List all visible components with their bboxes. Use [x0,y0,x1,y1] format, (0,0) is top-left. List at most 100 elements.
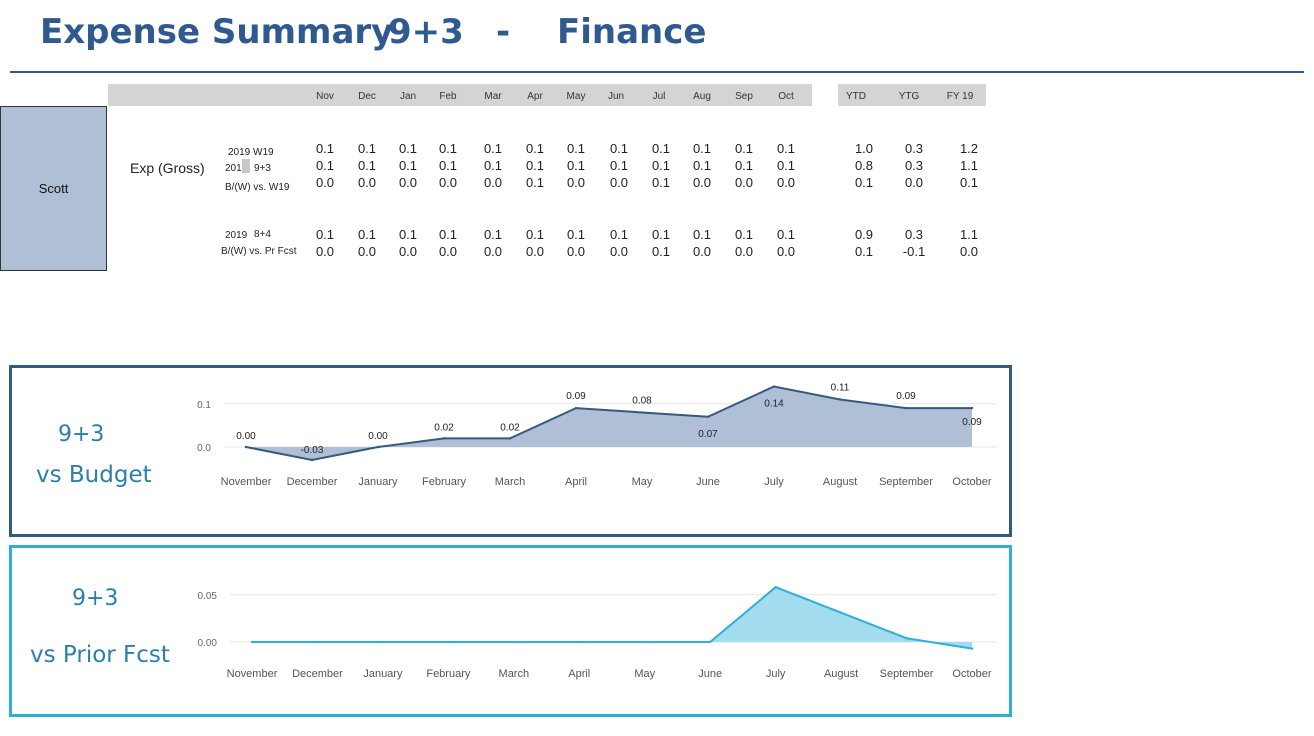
table-cell: 0.1 [438,227,458,242]
table-cell: 0.1 [734,141,754,156]
table-cell: 0.1 [609,227,629,242]
table-cell: 0.0 [692,175,712,190]
budget-panel [9,365,1012,537]
table-cell: 0.0 [398,175,418,190]
x-tick-label: May [632,476,653,488]
metric-label: Exp (Gross) [130,160,205,176]
total-cell: 0.8 [854,158,874,173]
data-point [643,640,646,644]
total-cell: 0.9 [854,227,874,242]
totals-header-bar [838,84,986,106]
y-tick-label: 0.00 [198,638,218,649]
table-cell: 0.1 [692,227,712,242]
prior-forecast-panel [9,545,1012,717]
table-cell: 0.1 [315,141,335,156]
month-header: Apr [527,91,543,102]
data-point [376,445,380,449]
data-point [442,437,446,440]
table-cell: 0.1 [692,158,712,173]
x-tick-label: April [565,476,587,488]
person-box: Scott [0,106,107,271]
data-point [381,640,385,644]
data-point [512,640,516,644]
x-tick-label: January [363,668,403,680]
total-cell: 0.1 [854,244,874,259]
data-point [250,640,254,644]
data-point [508,437,512,440]
table-cell: 0.0 [315,175,335,190]
prior-version-label: 9+3 [72,586,119,611]
title-divider [10,71,1304,73]
month-header: Jul [652,91,666,102]
table-cell: 0.0 [734,175,754,190]
data-point [838,398,842,401]
table-cell: 0.0 [692,244,712,259]
budget-caption: vs Budget [36,462,152,488]
series-area [252,587,972,649]
x-tick-label: March [495,476,526,488]
table-cell: 0.1 [357,227,377,242]
table-cell: 0.0 [315,244,335,259]
x-tick-label: August [824,668,858,680]
x-tick-label: December [287,476,338,488]
table-cell: 0.1 [776,141,796,156]
data-point [904,406,908,410]
data-point [578,640,581,644]
month-header: Aug [693,91,711,102]
page-title: Expense Summary [40,12,394,52]
row-label-version: 8+4 [254,229,271,240]
x-tick-label: July [764,476,784,488]
data-label: -0.03 [301,445,324,456]
table-cell: 0.1 [438,158,458,173]
x-tick-label: February [426,668,471,680]
data-point [839,611,843,614]
table-cell: 0.1 [483,141,503,156]
table-cell: 0.0 [525,244,545,259]
totals-header: YTG [898,91,920,102]
data-label: 0.11 [831,382,850,393]
totals-header: FY 19 [946,91,974,102]
table-cell: 0.0 [609,175,629,190]
data-label: 0.00 [368,431,388,442]
table-cell: 0.1 [651,141,671,156]
row-label: B/(W) vs. Pr Fcst [221,246,297,257]
table-cell: 0.0 [776,175,796,190]
table-cell: 0.1 [525,141,545,156]
table-cell: 0.1 [566,158,586,173]
table-cell: 0.0 [566,175,586,190]
y-tick-label: 0.0 [197,443,211,454]
y-tick-label: 0.05 [198,591,218,602]
data-point [574,406,578,410]
month-header: Oct [778,91,794,102]
y-tick-label: 0.1 [197,400,211,411]
budget-version-label: 9+3 [58,422,105,447]
table-cell: 0.1 [357,141,377,156]
table-cell: 0.1 [525,158,545,173]
table-cell: 0.1 [651,158,671,173]
total-cell: 0.3 [904,141,924,156]
person-name: Scott [38,181,69,196]
title-dash: - [496,12,511,52]
series-area [246,386,972,460]
prior-caption: vs Prior Fcst [30,642,170,668]
data-point [970,406,974,410]
data-label: 0.07 [698,429,718,440]
month-header: Feb [439,91,457,102]
table-cell: 0.0 [438,175,458,190]
x-tick-label: October [952,476,991,488]
row-label: 2019 W19 [228,147,274,158]
data-point [447,640,450,644]
month-header: May [566,91,586,102]
x-tick-label: August [823,476,857,488]
x-tick-label: February [422,476,467,488]
x-tick-label: January [358,476,398,488]
row-label: B/(W) vs. W19 [225,182,290,193]
table-cell: 0.1 [734,227,754,242]
month-header: Mar [484,91,502,102]
month-header: Nov [316,91,334,102]
data-point [640,411,644,414]
table-cell: 0.1 [525,175,545,190]
total-cell: 1.0 [854,141,874,156]
month-header: Sep [735,91,753,102]
table-cell: 0.1 [692,141,712,156]
